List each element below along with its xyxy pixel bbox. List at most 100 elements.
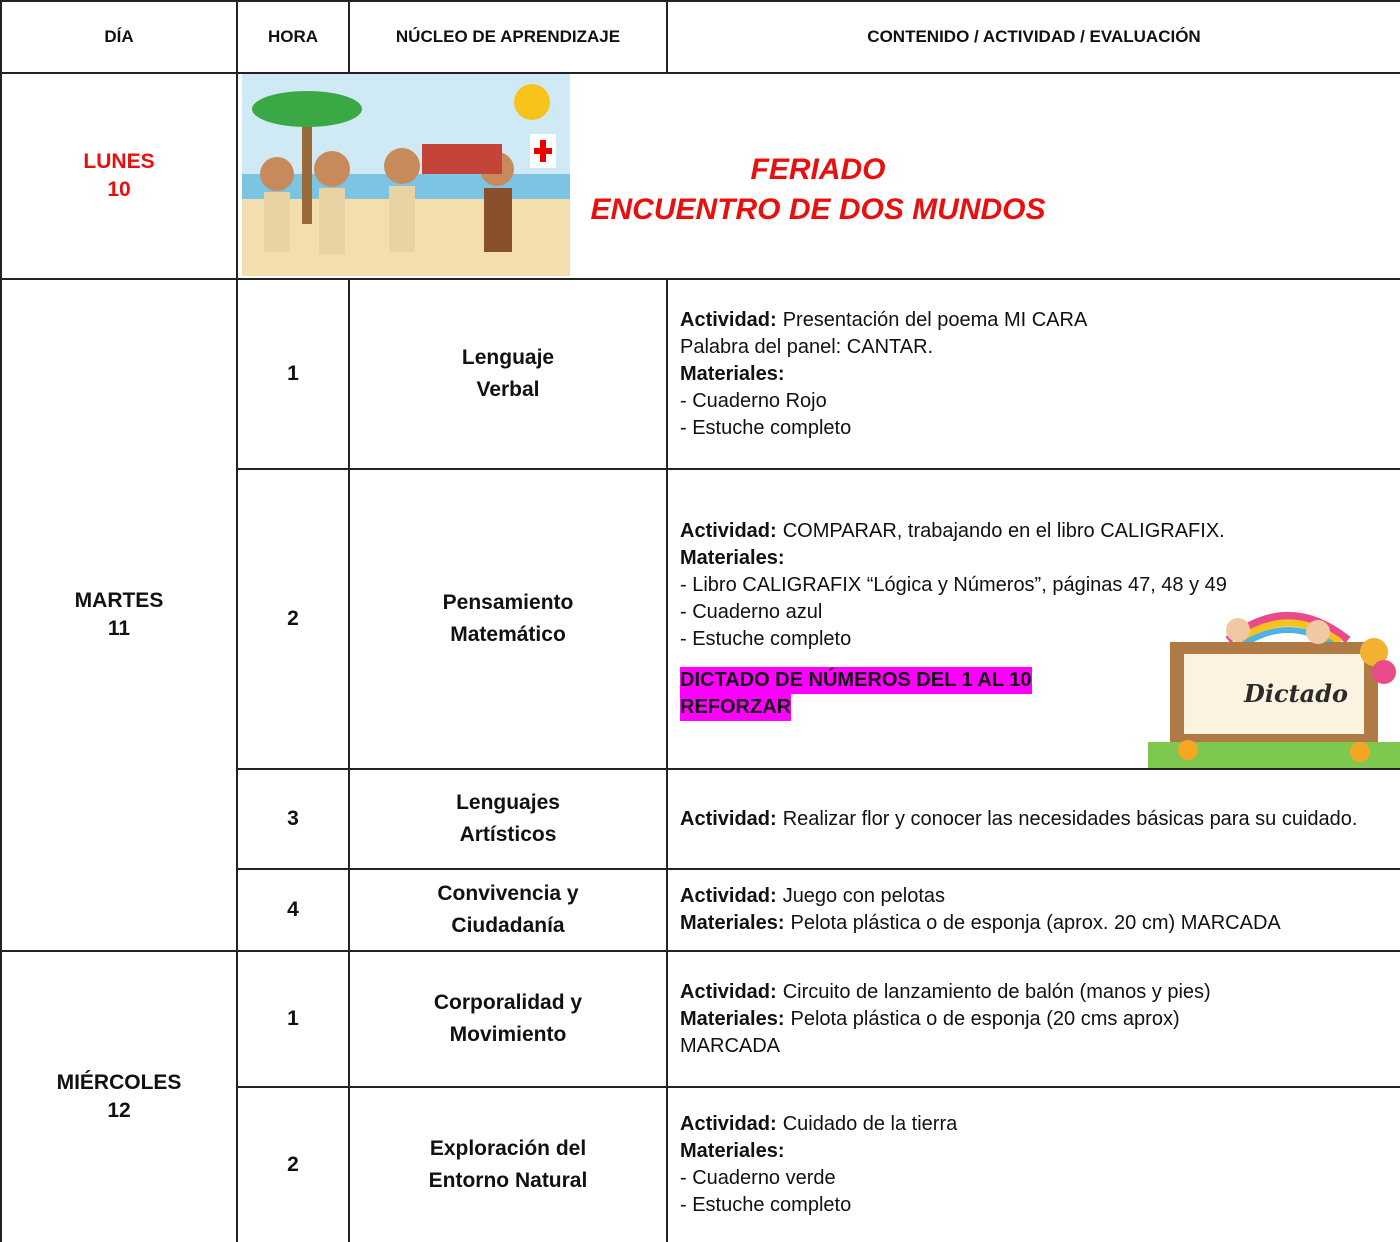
content-line: Palabra del panel: CANTAR. xyxy=(680,334,1400,361)
content-label: Actividad: xyxy=(680,807,777,830)
content-text: Presentación del poema MI CARA xyxy=(782,308,1088,331)
highlight-text: REFORZAR xyxy=(680,693,792,721)
content-line: - Estuche completo xyxy=(680,1192,1400,1219)
day-cell: MIÉRCOLES 12 xyxy=(0,950,238,1242)
content-line: - Cuaderno verde xyxy=(680,1165,1400,1192)
day-name: MARTES xyxy=(74,589,164,612)
hour-cell: 2 xyxy=(236,1086,350,1242)
hour-cell: 1 xyxy=(236,278,350,470)
day-date: 10 xyxy=(107,178,131,201)
core-cell: Corporalidad y Movimiento xyxy=(348,950,668,1088)
core-line: Lenguaje xyxy=(461,346,555,369)
content-line: - Libro CALIGRAFIX “Lógica y Números”, p… xyxy=(680,572,1400,599)
session-row: 4 Convivencia y Ciudadanía Actividad: Juego … xyxy=(1,868,1400,952)
session-row: MARTES 11 1 Lenguaje Verbal Actividad: Present… xyxy=(0,278,1400,952)
header-cell: NÚCLEO DE APRENDIZAJE xyxy=(348,0,668,74)
core-cell: Pensamiento Matemático xyxy=(348,468,668,770)
content-label: Actividad: xyxy=(680,1113,777,1135)
day-date: 11 xyxy=(107,617,131,640)
core-line: Movimiento xyxy=(449,1023,567,1046)
holiday-cell: FERIADO ENCUENTRO DE DOS MUNDOS xyxy=(236,72,1400,280)
header-row: DÍA HORA NÚCLEO DE APRENDIZAJE CONTENIDO / … xyxy=(0,0,1400,74)
content-line: Actividad: Cuidado de la tierra xyxy=(680,1111,1400,1138)
holiday-line: ENCUENTRO DE DOS MUNDOS xyxy=(590,193,1046,226)
highlight-block: DICTADO DE NÚMEROS DEL 1 AL 10 REFORZAR xyxy=(680,666,1400,721)
hour-cell: 3 xyxy=(236,768,350,870)
illustration xyxy=(1148,602,1400,768)
content-label: Actividad: xyxy=(680,980,777,1003)
header-cell: DÍA xyxy=(0,0,238,74)
content-text: Circuito de lanzamiento de balón (manos … xyxy=(782,980,1211,1003)
content-line: Materiales: xyxy=(680,1138,1400,1165)
content-cell: Actividad: Realizar flor y conocer las ne… xyxy=(666,768,1400,870)
content-text: - Libro CALIGRAFIX “Lógica y Números”, p… xyxy=(680,573,1227,596)
core-cell: Exploración del Entorno Natural xyxy=(348,1086,668,1242)
core-line: Verbal xyxy=(476,378,540,401)
content-cell: Actividad: Circuito de lanzamiento de bal… xyxy=(666,950,1400,1088)
core-cell: Lenguajes Artísticos xyxy=(348,768,668,870)
header-cell: HORA xyxy=(236,0,350,74)
session-row: 2 Pensamiento Matemático Actividad: COMPARAR… xyxy=(1,468,1400,770)
holiday-row: LUNES 10 FERIADO ENCUENTRO DE DOS MUNDOS xyxy=(0,72,1400,280)
content-text: Juego con pelotas xyxy=(782,885,946,907)
content-label: Actividad: xyxy=(680,519,777,542)
content-text: - Estuche completo xyxy=(680,1194,852,1216)
content-text: - Cuaderno Rojo xyxy=(680,389,827,412)
highlight-text: DICTADO DE NÚMEROS DEL 1 AL 10 xyxy=(680,666,1032,694)
content-label: Actividad: xyxy=(680,885,777,907)
day-cell: LUNES 10 xyxy=(0,72,238,280)
core-line: Artísticos xyxy=(459,823,557,846)
content-cell: Actividad: COMPARAR, trabajando en el lib… xyxy=(666,468,1400,770)
content-line: Actividad: Juego con pelotas xyxy=(680,883,1400,910)
content-text: Realizar flor y conocer las necesidades … xyxy=(782,807,1358,830)
header-cell: CONTENIDO / ACTIVIDAD / EVALUACIÓN xyxy=(666,0,1400,74)
core-cell: Lenguaje Verbal xyxy=(348,278,668,470)
content-label: Materiales: xyxy=(680,362,785,385)
highlight-line: DICTADO DE NÚMEROS DEL 1 AL 10 xyxy=(680,666,1400,694)
session-row: 2 Exploración del Entorno Natural Actividad… xyxy=(1,1086,1400,1242)
content-line: Actividad: COMPARAR, trabajando en el lib… xyxy=(680,518,1400,545)
content-label: Materiales: xyxy=(680,546,785,569)
content-label: Materiales: xyxy=(680,1140,785,1162)
content-line: Actividad: Realizar flor y conocer las ne… xyxy=(680,806,1400,833)
core-line: Convivencia y xyxy=(437,882,579,905)
content-label: Materiales: xyxy=(680,1007,785,1030)
content-text: Pelota plástica o de esponja (aprox. 20 … xyxy=(790,912,1281,934)
holiday-text: FERIADO ENCUENTRO DE DOS MUNDOS xyxy=(578,150,1058,230)
illustration xyxy=(242,74,570,276)
hour-cell: 2 xyxy=(236,468,350,770)
content-text: Pelota plástica o de esponja (20 cms apr… xyxy=(790,1007,1180,1030)
content-cell: Actividad: Juego con pelotas Materiales: Pe… xyxy=(666,868,1400,952)
content-line: - Cuaderno azul xyxy=(680,599,1400,626)
core-line: Matemático xyxy=(450,623,566,646)
content-line: - Estuche completo xyxy=(680,415,1400,442)
content-text: - Estuche completo xyxy=(680,416,852,439)
core-line: Entorno Natural xyxy=(428,1169,588,1192)
content-line: - Estuche completo xyxy=(680,626,1400,653)
content-line: - Cuaderno Rojo xyxy=(680,388,1400,415)
content-text: - Cuaderno azul xyxy=(680,600,823,623)
image-caption: Dictado xyxy=(1244,679,1348,708)
content-text: MARCADA xyxy=(680,1034,781,1057)
highlight-line: REFORZAR xyxy=(680,693,1400,721)
day-date: 12 xyxy=(107,1099,131,1122)
core-line: Corporalidad y xyxy=(433,991,583,1014)
core-line: Pensamiento xyxy=(442,591,574,614)
hour-cell: 4 xyxy=(236,868,350,952)
content-line: Materiales: Pelota plástica o de esponja … xyxy=(680,910,1400,937)
core-cell: Convivencia y Ciudadanía xyxy=(348,868,668,952)
content-line: Actividad: Presentación del poema MI CARA xyxy=(680,307,1400,334)
content-text: Palabra del panel: CANTAR. xyxy=(680,335,934,358)
day-cell: MARTES 11 xyxy=(0,278,238,952)
core-line: Ciudadanía xyxy=(451,914,565,937)
session-row: MIÉRCOLES 12 1 Corporalidad y Movimiento Acti… xyxy=(0,950,1400,1242)
content-line: Materiales: xyxy=(680,361,1400,388)
day-name: MIÉRCOLES xyxy=(56,1071,182,1094)
hour-cell: 1 xyxy=(236,950,350,1088)
session-row: 3 Lenguajes Artísticos Actividad: Realizar f… xyxy=(1,768,1400,870)
content-text: - Estuche completo xyxy=(680,627,852,650)
content-text: Cuidado de la tierra xyxy=(782,1113,958,1135)
